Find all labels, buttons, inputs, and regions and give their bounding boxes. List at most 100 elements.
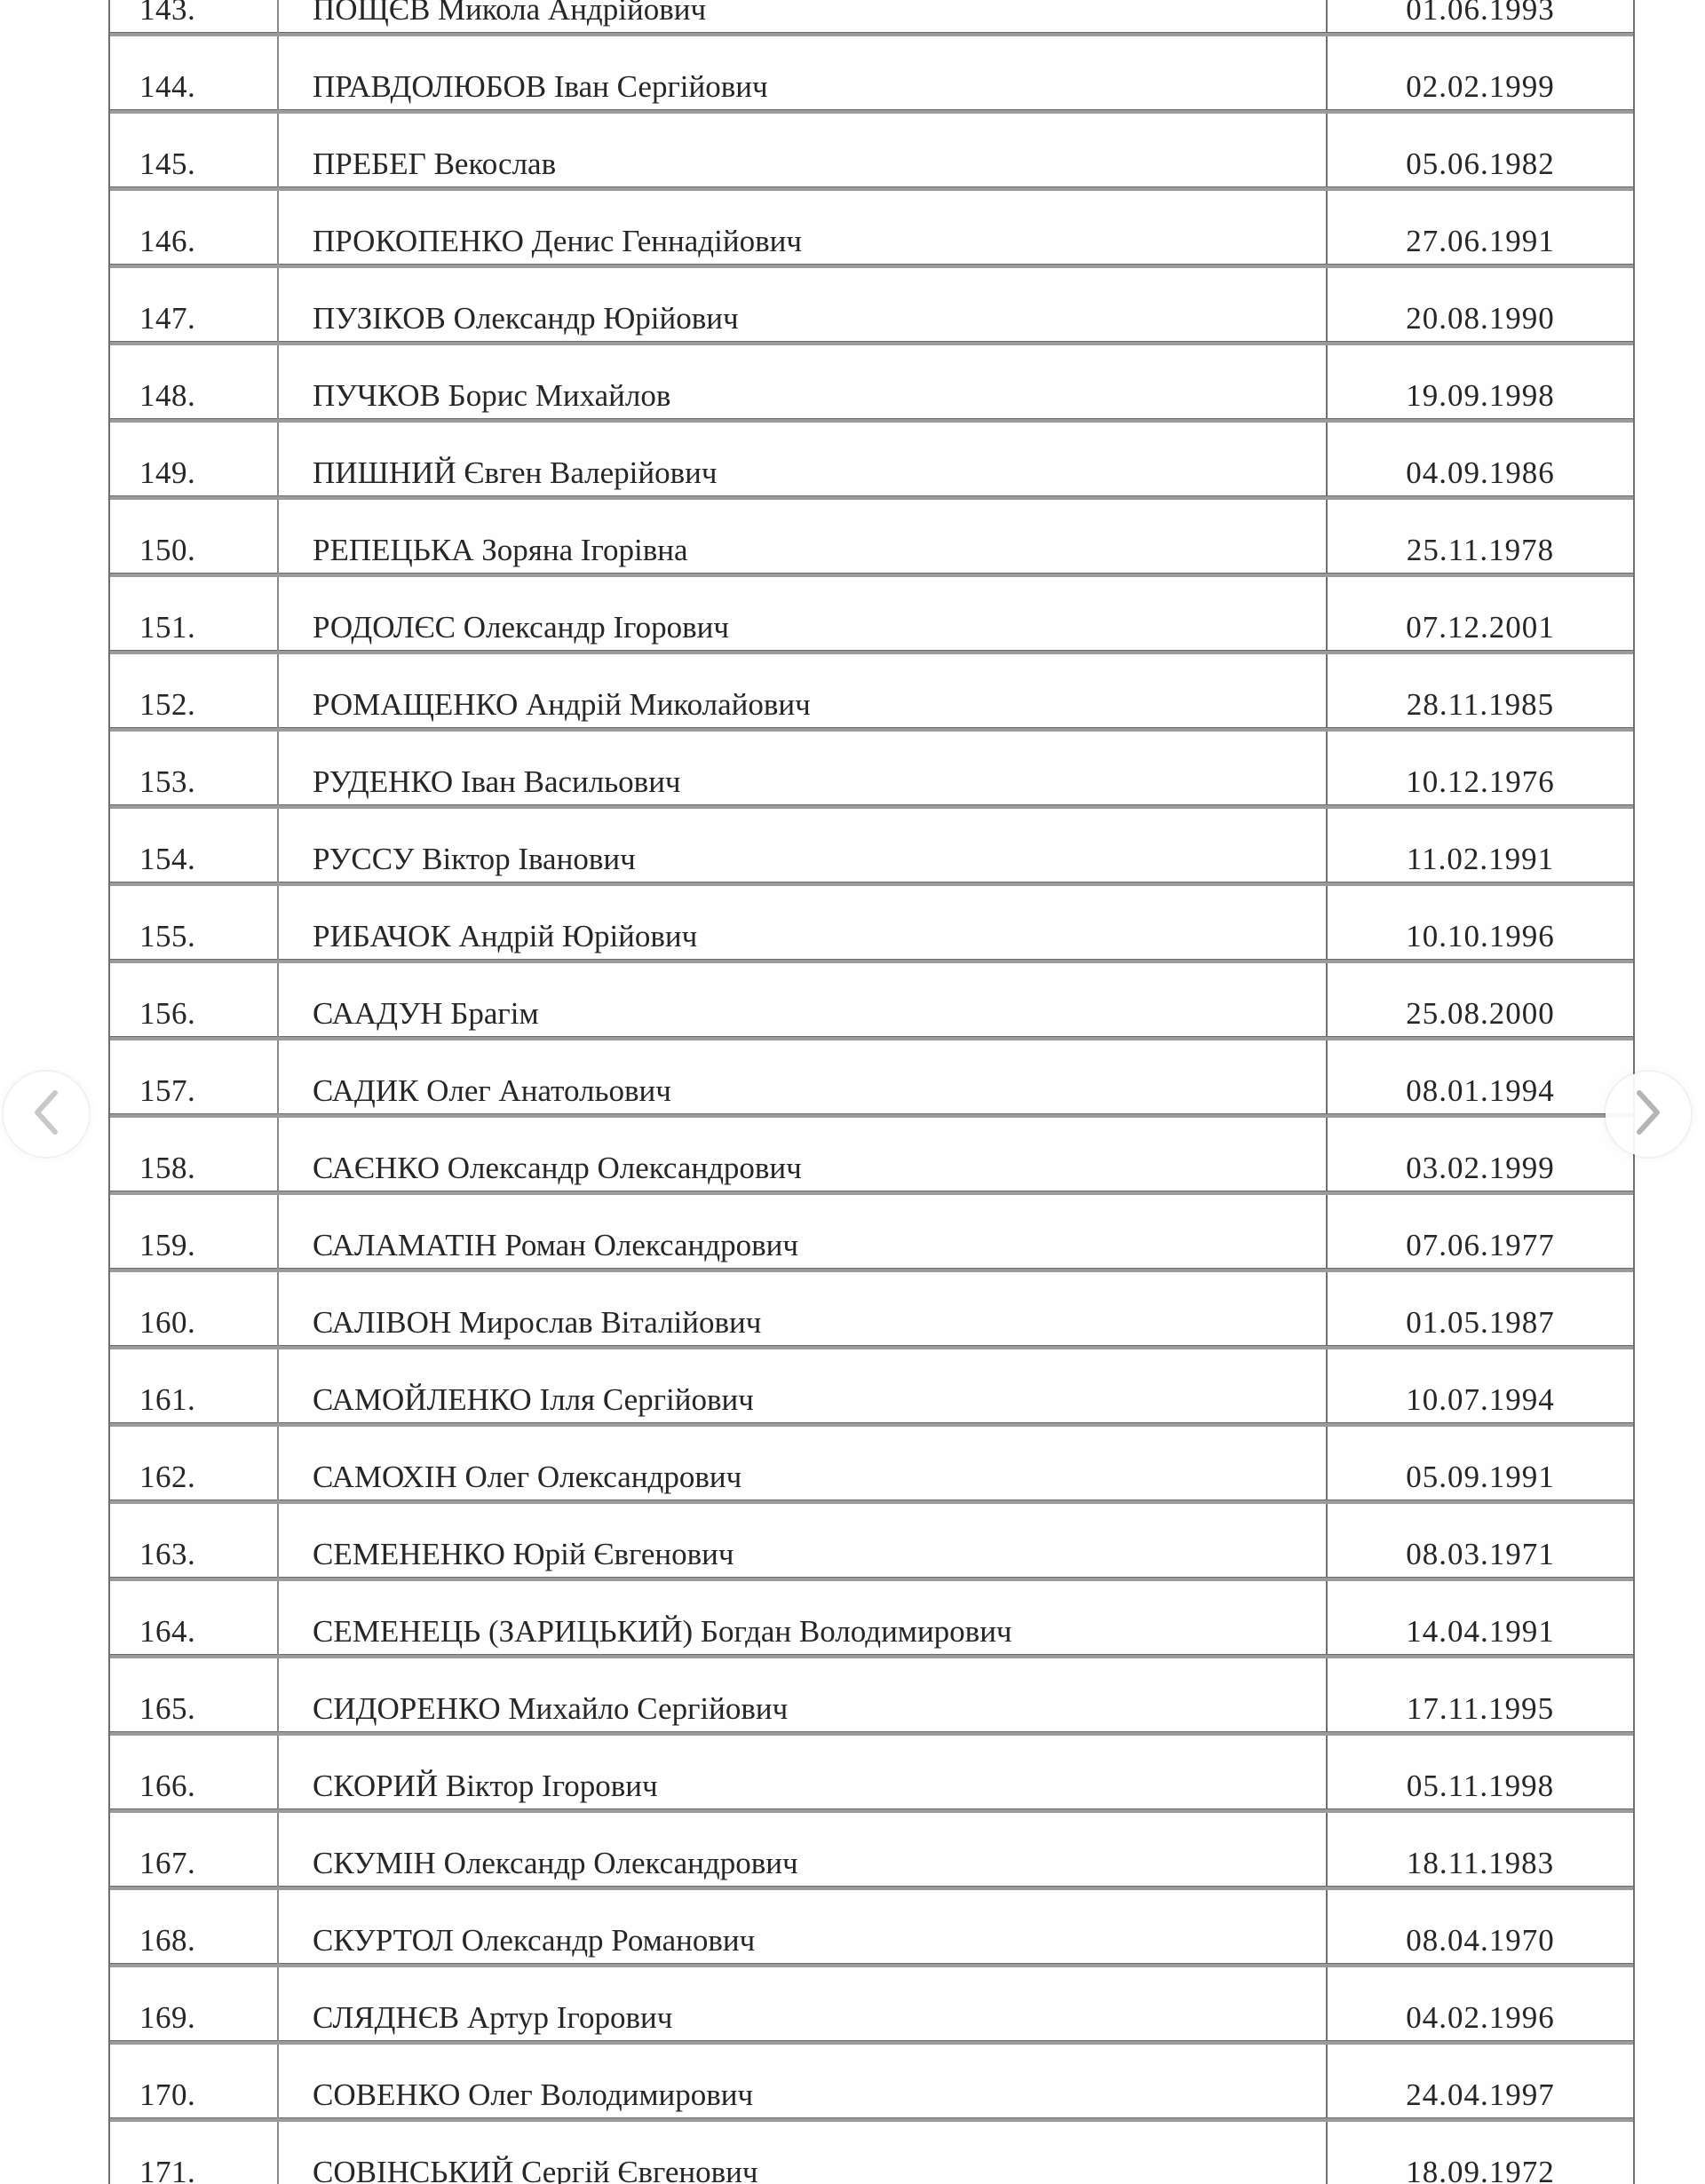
dob-cell: 14.04.1991: [1406, 1614, 1555, 1649]
table-row: 158. САЄНКО Олександр Олександрович 03.02.…: [110, 1118, 1633, 1195]
dob-cell: 03.02.1999: [1406, 1151, 1555, 1185]
dob-cell: 25.11.1978: [1406, 533, 1555, 567]
name-cell: ПРЕБЕГ Векослав: [277, 114, 1328, 187]
row-number-cell: 143.: [139, 0, 196, 27]
dob-cell: 07.06.1977: [1406, 1228, 1555, 1262]
dob-cell: 05.09.1991: [1406, 1460, 1555, 1494]
table-row: 147. ПУЗІКОВ Олександр Юрійович 20.08.1990: [110, 268, 1633, 345]
name-cell: СОВІНСЬКИЙ Сергій Євгенович: [277, 2122, 1328, 2184]
row-number-cell: 145.: [139, 146, 196, 181]
table-row: 168. СКУРТОЛ Олександр Романович 08.04.197…: [110, 1890, 1633, 1967]
name-cell: РОДОЛЄС Олександр Ігорович: [277, 577, 1328, 651]
dob-cell: 27.06.1991: [1406, 224, 1555, 258]
chevron-right-icon: [1633, 1088, 1663, 1141]
table-row: 164. СЕМЕНЕЦЬ (ЗАРИЦЬКИЙ) Богдан Володими…: [110, 1581, 1633, 1658]
name-cell: ПРАВДОЛЮБОВ Іван Сергійович: [277, 36, 1328, 110]
table-row: 169. СЛЯДНЄВ Артур Ігорович 04.02.1996: [110, 1967, 1633, 2045]
row-number-cell: 167.: [139, 1846, 196, 1880]
dob-cell: 07.12.2001: [1406, 610, 1555, 645]
dob-cell: 10.07.1994: [1406, 1382, 1555, 1417]
name-cell: ПИШНИЙ Євген Валерійович: [277, 423, 1328, 496]
name-cell: ПУЧКОВ Борис Михайлов: [277, 345, 1328, 419]
dob-cell: 04.02.1996: [1406, 2000, 1555, 2035]
row-number-cell: 163.: [139, 1537, 196, 1571]
row-number-cell: 161.: [139, 1382, 196, 1417]
table-row: 152. РОМАЩЕНКО Андрій Миколайович 28.11.19…: [110, 654, 1633, 732]
table-row: 163. СЕМЕНЕНКО Юрій Євгенович 08.03.1971: [110, 1504, 1633, 1581]
name-cell: РОМАЩЕНКО Андрій Миколайович: [277, 654, 1328, 728]
name-cell: ПОЩЄВ Микола Андрійович: [277, 0, 1328, 33]
dob-cell: 18.11.1983: [1406, 1846, 1555, 1880]
row-number-cell: 150.: [139, 533, 196, 567]
carousel-prev-button[interactable]: [4, 1072, 89, 1157]
row-number-cell: 151.: [139, 610, 196, 645]
table-row: 155. РИБАЧОК Андрій Юрійович 10.10.1996: [110, 886, 1633, 963]
row-number-cell: 158.: [139, 1151, 196, 1185]
name-cell: СЕМЕНЕЦЬ (ЗАРИЦЬКИЙ) Богдан Володимирови…: [277, 1581, 1328, 1655]
row-number-cell: 155.: [139, 919, 196, 954]
name-cell: ПУЗІКОВ Олександр Юрійович: [277, 268, 1328, 342]
table-row: 162. САМОХІН Олег Олександрович 05.09.1991: [110, 1427, 1633, 1504]
row-number-cell: 166.: [139, 1769, 196, 1803]
dob-cell: 20.08.1990: [1406, 301, 1555, 336]
table-row: 170. СОВЕНКО Олег Володимирович 24.04.1997: [110, 2045, 1633, 2122]
row-number-cell: 164.: [139, 1614, 196, 1649]
row-number-cell: 144.: [139, 69, 196, 104]
name-cell: СААДУН Брагім: [277, 963, 1328, 1037]
dob-cell: 17.11.1995: [1406, 1691, 1555, 1726]
name-cell: СОВЕНКО Олег Володимирович: [277, 2045, 1328, 2118]
name-cell: САМОХІН Олег Олександрович: [277, 1427, 1328, 1500]
row-number-cell: 160.: [139, 1305, 196, 1340]
row-number-cell: 149.: [139, 455, 196, 490]
dob-cell: 01.05.1987: [1406, 1305, 1555, 1340]
table-row: 167. СКУМІН Олександр Олександрович 18.11.…: [110, 1813, 1633, 1890]
roster-table: 143. ПОЩЄВ Микола Андрійович 01.06.1993 144…: [108, 0, 1635, 2184]
row-number-cell: 153.: [139, 764, 196, 799]
row-number-cell: 165.: [139, 1691, 196, 1726]
dob-cell: 04.09.1986: [1406, 455, 1555, 490]
table-row: 161. САМОЙЛЕНКО Ілля Сергійович 10.07.1994: [110, 1349, 1633, 1427]
table-row: 157. САДИК Олег Анатольович 08.01.1994: [110, 1041, 1633, 1118]
table-row: 144. ПРАВДОЛЮБОВ Іван Сергійович 02.02.199…: [110, 36, 1633, 114]
row-number-cell: 146.: [139, 224, 196, 258]
dob-cell: 19.09.1998: [1406, 378, 1555, 413]
dob-cell: 02.02.1999: [1406, 69, 1555, 104]
dob-cell: 05.06.1982: [1406, 146, 1555, 181]
table-row: 149. ПИШНИЙ Євген Валерійович 04.09.1986: [110, 423, 1633, 500]
dob-cell: 08.03.1971: [1406, 1537, 1555, 1571]
dob-cell: 18.09.1972: [1406, 2155, 1555, 2184]
table-row: 166. СКОРИЙ Віктор Ігорович 05.11.1998: [110, 1736, 1633, 1813]
table-row: 153. РУДЕНКО Іван Васильович 10.12.1976: [110, 732, 1633, 809]
dob-cell: 01.06.1993: [1406, 0, 1555, 27]
table-row: 146. ПРОКОПЕНКО Денис Геннадійович 27.06.1…: [110, 191, 1633, 268]
table-row: 156. СААДУН Брагім 25.08.2000: [110, 963, 1633, 1041]
row-number-cell: 168.: [139, 1923, 196, 1958]
row-number-cell: 148.: [139, 378, 196, 413]
row-number-cell: 154.: [139, 842, 196, 876]
name-cell: СЕМЕНЕНКО Юрій Євгенович: [277, 1504, 1328, 1578]
dob-cell: 10.12.1976: [1406, 764, 1555, 799]
dob-cell: 24.04.1997: [1406, 2077, 1555, 2112]
name-cell: СИДОРЕНКО Михайло Сергійович: [277, 1658, 1328, 1732]
table-row: 160. САЛІВОН Мирослав Віталійович 01.05.19…: [110, 1272, 1633, 1349]
name-cell: САДИК Олег Анатольович: [277, 1041, 1328, 1114]
row-number-cell: 169.: [139, 2000, 196, 2035]
name-cell: РУССУ Віктор Іванович: [277, 809, 1328, 882]
carousel-next-button[interactable]: [1606, 1072, 1691, 1157]
table-row: 165. СИДОРЕНКО Михайло Сергійович 17.11.19…: [110, 1658, 1633, 1736]
table-row: 151. РОДОЛЄС Олександр Ігорович 07.12.2001: [110, 577, 1633, 654]
table-row: 150. РЕПЕЦЬКА Зоряна Ігорівна 25.11.1978: [110, 500, 1633, 577]
name-cell: СКОРИЙ Віктор Ігорович: [277, 1736, 1328, 1809]
row-number-cell: 162.: [139, 1460, 196, 1494]
table-row: 145. ПРЕБЕГ Векослав 05.06.1982: [110, 114, 1633, 191]
name-cell: САЛІВОН Мирослав Віталійович: [277, 1272, 1328, 1346]
row-number-cell: 152.: [139, 687, 196, 722]
table-row: 148. ПУЧКОВ Борис Михайлов 19.09.1998: [110, 345, 1633, 423]
dob-cell: 10.10.1996: [1406, 919, 1555, 954]
dob-cell: 28.11.1985: [1406, 687, 1555, 722]
dob-cell: 05.11.1998: [1406, 1769, 1555, 1803]
table-row: 159. САЛАМАТІН Роман Олександрович 07.06.1…: [110, 1195, 1633, 1272]
dob-cell: 11.02.1991: [1406, 842, 1555, 876]
table-row: 171. СОВІНСЬКИЙ Сергій Євгенович 18.09.197…: [110, 2122, 1633, 2184]
